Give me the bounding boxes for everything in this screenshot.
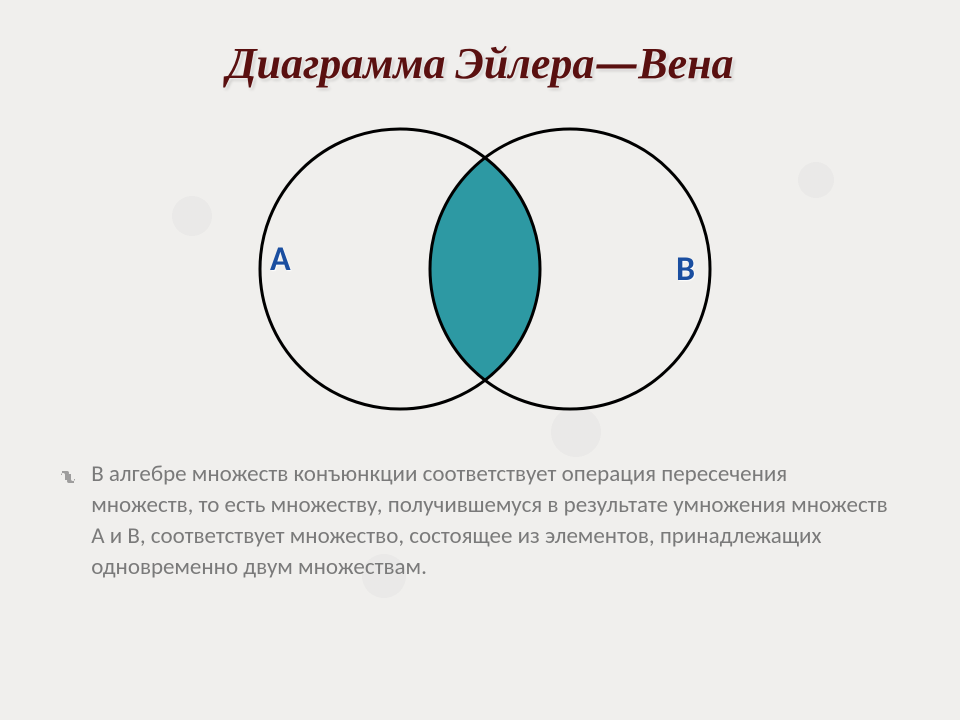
page-title: Диаграмма Эйлера—Вена [0,0,960,89]
puzzle-bullet-icon [60,465,78,496]
venn-diagram: А В [210,109,750,429]
venn-label-b: В [676,249,695,290]
venn-label-a: А [270,239,291,280]
venn-svg [210,109,750,429]
description-block: В алгебре множеств конъюнкции соответств… [0,429,960,583]
description-text: В алгебре множеств конъюнкции соответств… [91,459,891,583]
